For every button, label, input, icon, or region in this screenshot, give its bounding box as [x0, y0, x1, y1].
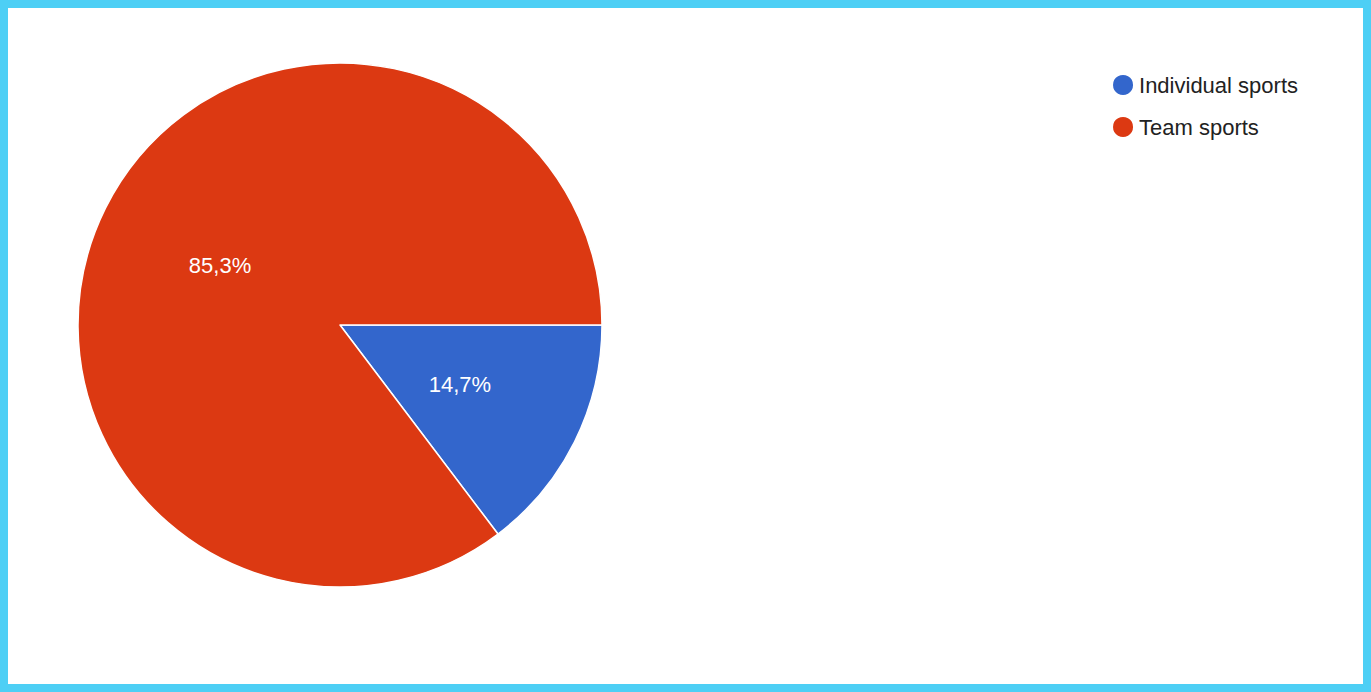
svg-text:14,7%: 14,7% — [429, 372, 491, 397]
svg-text:Individual sports: Individual sports — [1139, 73, 1298, 98]
svg-text:Team sports: Team sports — [1139, 115, 1259, 140]
svg-text:85,3%: 85,3% — [189, 253, 251, 278]
